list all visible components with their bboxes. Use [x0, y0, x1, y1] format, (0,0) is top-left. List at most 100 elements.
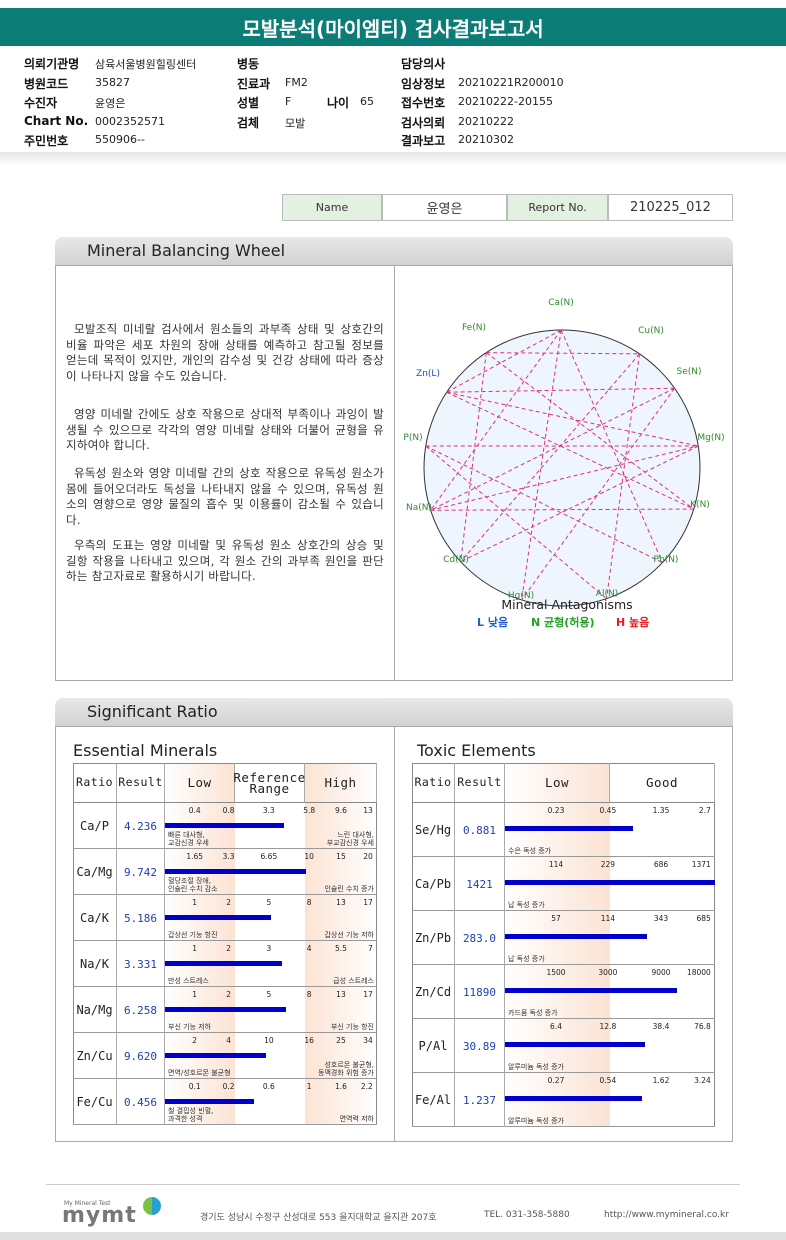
result-cell: 30.89 — [455, 1019, 505, 1073]
result-cell: 1.237 — [455, 1073, 505, 1127]
element-label: Al(N) — [596, 589, 618, 599]
info-value: 윤영은 — [95, 97, 126, 110]
ratio-bar — [165, 1098, 255, 1104]
antagonism-line — [460, 445, 699, 563]
tick-label: 25 — [336, 1036, 346, 1045]
ratio-cell: Se/Hg — [412, 803, 455, 857]
antagonism-line — [486, 352, 640, 355]
result-cell: 11890 — [455, 965, 505, 1019]
header-cell: Low — [505, 763, 610, 803]
row-border — [73, 1124, 377, 1125]
ratio-bar — [505, 1042, 646, 1048]
header-cell: Good — [610, 763, 715, 803]
tick-label: 0.1 — [188, 1082, 201, 1091]
tick-label: 7 — [367, 944, 373, 953]
result-cell: 1421 — [455, 857, 505, 911]
result-cell: 3.331 — [117, 941, 165, 987]
info-label: 검사의뢰 — [401, 116, 446, 130]
tick-label: 5 — [266, 898, 272, 907]
result-cell: 6.258 — [117, 987, 165, 1033]
tick-label: 10 — [264, 1036, 274, 1045]
low-note: 갑상선 기능 항진 — [168, 931, 218, 939]
header-cell: Ratio — [73, 763, 117, 803]
header-cell: Result — [117, 763, 165, 803]
row-border — [412, 1018, 715, 1019]
info-label: 담당의사 — [401, 57, 446, 71]
row-border — [412, 1126, 715, 1127]
tick-label: 0.45 — [599, 806, 617, 815]
info-label: 임상정보 — [401, 77, 446, 91]
tick-label: 6.65 — [260, 852, 278, 861]
section-header: Significant Ratio — [55, 698, 733, 726]
row-border — [412, 856, 715, 857]
tick-label: 3.3 — [262, 806, 275, 815]
high-note: 성호르몬 불균형, 동맥경화 위험 증가 — [318, 1061, 374, 1077]
tick-label: 1 — [192, 898, 198, 907]
ratio-cell: P/Al — [412, 1019, 455, 1073]
tick-label: 1 — [192, 944, 198, 953]
high-note: 갑상선 기능 저하 — [324, 931, 374, 939]
tick-label: 17 — [363, 990, 373, 999]
low-note: 혈당조절 장애, 인슐린 수치 감소 — [168, 877, 218, 893]
footer-strip — [0, 1232, 786, 1240]
tick-label: 5.5 — [334, 944, 347, 953]
url: http://www.mymineral.co.kr — [604, 1210, 729, 1220]
tick-label: 0.8 — [222, 806, 235, 815]
result-cell: 283.0 — [455, 911, 505, 965]
info-label: 주민번호 — [24, 134, 69, 148]
tick-label: 9000 — [651, 968, 671, 977]
name-box-cell: Report No. — [507, 194, 608, 221]
antagonism-line — [430, 445, 699, 511]
title-bar — [0, 8, 786, 46]
antagonism-line — [446, 391, 694, 510]
element-label: P(N) — [403, 433, 422, 443]
ratio-cell: Na/Mg — [73, 987, 117, 1033]
tick-label: 3.3 — [222, 852, 235, 861]
high-note: 인슐린 수치 증가 — [324, 885, 374, 893]
panel-divider — [394, 265, 395, 681]
info-label: 수진자 — [24, 96, 58, 110]
tick-label: 3000 — [598, 968, 618, 977]
tick-label: 6.4 — [550, 1022, 562, 1031]
antagonism-line — [560, 329, 663, 563]
info-value: 삼육서울병원힐링센터 — [95, 58, 197, 71]
paragraph: 우측의 도표는 영양 미네랄 및 유독성 원소 상호간의 상승 및 길항 작용을… — [66, 538, 384, 583]
low-note: 면역/성호르몬 불균형 — [168, 1069, 231, 1077]
ratio-bar — [505, 826, 634, 832]
footer-line — [46, 1184, 740, 1185]
antagonism-line — [425, 445, 607, 600]
section-header: Mineral Balancing Wheel — [55, 237, 733, 265]
info-label: 결과보고 — [401, 134, 446, 148]
info-label: 나이 — [327, 96, 350, 110]
high-note: 급성 스트레스 — [333, 977, 374, 985]
ratio-bar — [165, 914, 272, 920]
element-label: Na(N) — [406, 503, 432, 513]
tick-label: 16 — [304, 1036, 314, 1045]
element-label: Pb(N) — [654, 555, 679, 565]
name-box-cell: 윤영은 — [382, 194, 507, 221]
report-title: 모발분석(마이엠티) 검사결과보고서 — [242, 16, 544, 41]
antagonism-line — [430, 508, 694, 511]
result-cell: 0.456 — [117, 1079, 165, 1125]
header-cell: Result — [455, 763, 505, 803]
tick-label: 1.35 — [652, 806, 670, 815]
low-note: 부신 기능 저하 — [168, 1023, 212, 1031]
low-note: 납 독성 증가 — [508, 901, 545, 909]
tick-label: 2 — [192, 1036, 198, 1045]
tick-label: 12.8 — [599, 1022, 617, 1031]
low-note: 빠른 대사형, 교감신경 우세 — [168, 831, 209, 847]
tick-label: 18000 — [686, 968, 711, 977]
tick-label: 114 — [548, 860, 564, 869]
element-label: Mg(N) — [697, 433, 724, 443]
low-note: 철 결핍성 빈혈, 과격한 성격 — [168, 1107, 214, 1123]
tick-label: 1.65 — [186, 852, 204, 861]
info-value: FM2 — [285, 76, 308, 89]
tick-label: 17 — [363, 898, 373, 907]
result-cell: 4.236 — [117, 803, 165, 849]
element-label: Cd(N) — [443, 555, 469, 565]
tick-label: 0.54 — [599, 1076, 617, 1085]
tick-label: 13 — [363, 806, 373, 815]
tick-label: 2.2 — [360, 1082, 373, 1091]
row-border — [73, 1078, 377, 1079]
